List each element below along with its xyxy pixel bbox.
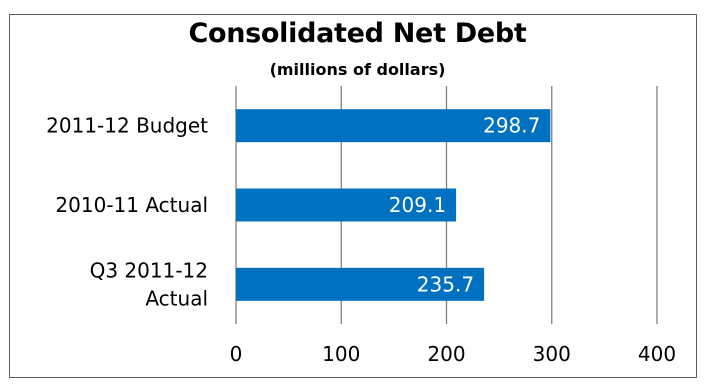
category-label-2-line-0: Q3 2011-12 xyxy=(90,258,208,282)
bar-value-label-1: 209.1 xyxy=(389,193,446,217)
x-tick-label-100: 100 xyxy=(322,342,360,366)
bar-value-label-0: 298.7 xyxy=(483,114,540,138)
x-tick-label-0: 0 xyxy=(230,342,243,366)
bar-1 xyxy=(236,188,457,222)
chart-subtitle: (millions of dollars) xyxy=(269,60,446,79)
bar-0 xyxy=(236,109,551,143)
x-tick-label-200: 200 xyxy=(427,342,465,366)
category-label-1: 2010-11 Actual xyxy=(55,193,208,217)
chart-title: Consolidated Net Debt xyxy=(188,18,527,49)
x-tick-label-300: 300 xyxy=(533,342,571,366)
bar-value-label-2: 235.7 xyxy=(417,272,474,296)
category-label-2-line-1: Actual xyxy=(145,286,208,310)
x-tick-label-400: 400 xyxy=(638,342,676,366)
bar-2 xyxy=(236,267,485,301)
category-label-0: 2011-12 Budget xyxy=(46,114,208,138)
